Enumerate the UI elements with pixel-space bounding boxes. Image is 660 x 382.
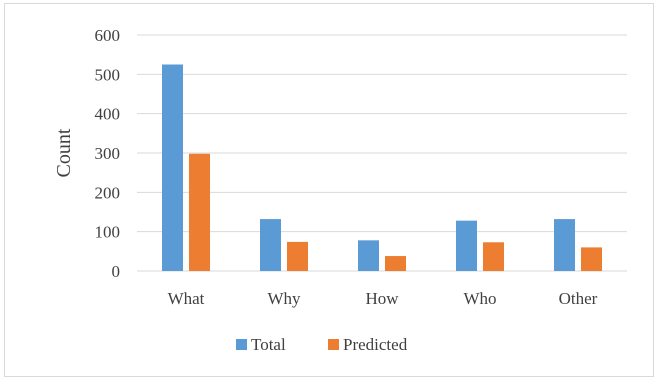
y-tick-label: 500 [95, 65, 121, 84]
bar-predicted-why [287, 241, 308, 271]
bar-total-what [162, 64, 183, 271]
legend-label-predicted: Predicted [343, 335, 408, 354]
x-tick-label: Who [463, 289, 496, 308]
y-tick-label: 200 [95, 183, 121, 202]
x-tick-label: How [365, 289, 399, 308]
y-tick-label: 300 [95, 144, 121, 163]
y-tick-label: 100 [95, 223, 121, 242]
x-tick-labels: What Why How Who Other [168, 289, 598, 308]
bar-total-who [456, 220, 477, 271]
y-tick-label: 400 [95, 105, 121, 124]
x-tick-label: Why [267, 289, 301, 308]
bar-predicted-who [483, 242, 504, 271]
legend-swatch-total [236, 339, 247, 350]
chart-frame [4, 3, 654, 377]
y-axis-title: Count [53, 128, 75, 177]
y-tick-labels: 0 100 200 300 400 500 600 [95, 26, 121, 281]
x-tick-label: What [168, 289, 205, 308]
bar-total-why [260, 219, 281, 271]
gridlines [137, 34, 627, 272]
bar-predicted-what [189, 153, 210, 271]
y-tick-label: 600 [95, 26, 121, 45]
legend-label-total: Total [251, 335, 286, 354]
bars [162, 64, 602, 271]
y-tick-label: 0 [112, 262, 121, 281]
x-tick-label: Other [559, 289, 598, 308]
bar-predicted-how [385, 256, 406, 271]
bar-predicted-other [581, 247, 602, 271]
legend: Total Predicted [236, 335, 408, 354]
bar-total-other [554, 219, 575, 271]
bar-total-how [358, 240, 379, 271]
legend-swatch-predicted [328, 339, 339, 350]
